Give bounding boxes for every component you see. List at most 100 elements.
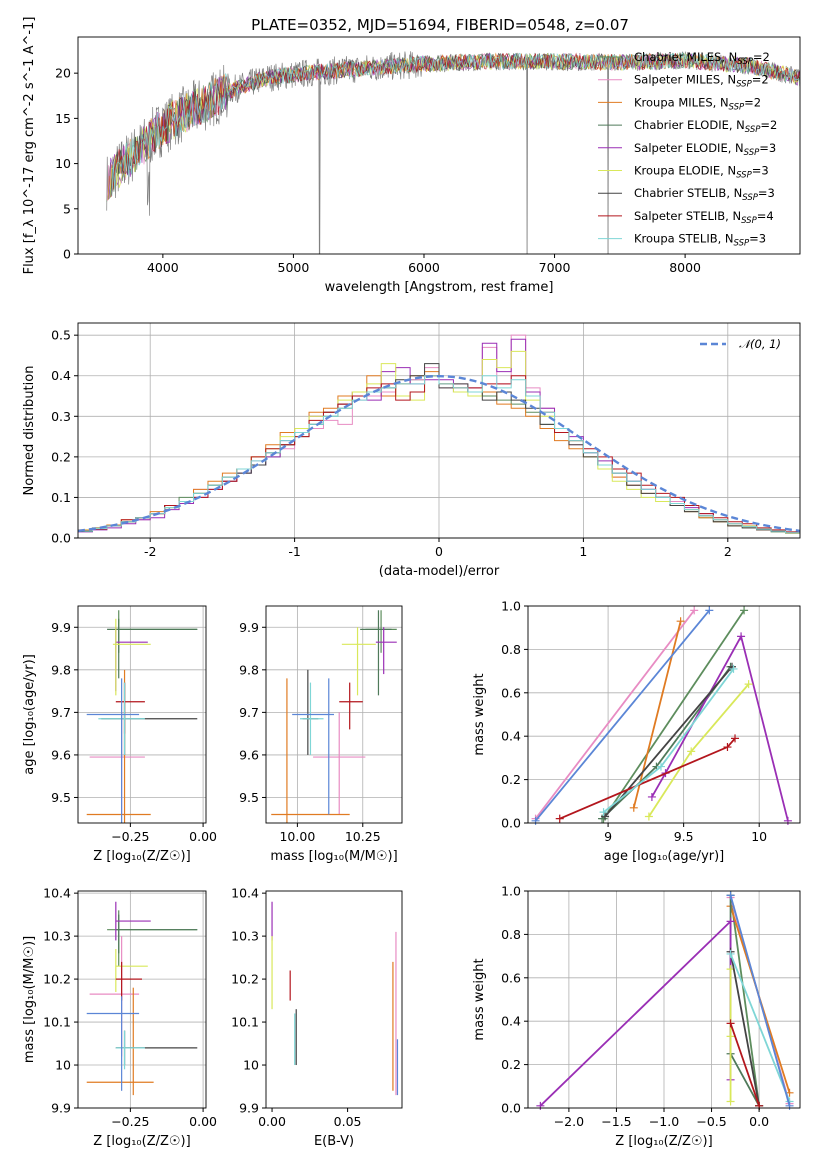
weight-marker <box>656 762 665 771</box>
x-tick-label: -2 <box>144 544 156 559</box>
weight-marker <box>676 617 685 626</box>
y-tick-label: 9.9 <box>239 620 259 635</box>
axes-frame <box>77 890 207 1109</box>
y-tick-label: 9.6 <box>51 747 71 762</box>
y-tick-label: 0.5 <box>51 328 71 343</box>
y-tick-label: 0.4 <box>501 1014 521 1029</box>
y-axis-label: mass weight <box>472 673 487 755</box>
y-tick-label: 9.9 <box>51 620 71 635</box>
y-tick-label: 0.0 <box>501 816 521 831</box>
y-tick-label: 5 <box>63 201 71 216</box>
y-tick-label: 15 <box>55 111 71 126</box>
weight-line <box>729 895 760 1106</box>
y-tick-label: 0.3 <box>51 409 71 424</box>
weight-marker <box>629 803 638 812</box>
weight-marker <box>740 606 749 615</box>
plot-area-mass_weight_vs_age <box>531 606 792 825</box>
y-tick-label: 0.4 <box>51 368 71 383</box>
y-tick-label: 10.4 <box>43 886 71 901</box>
figure-title: PLATE=0352, MJD=51694, FIBERID=0548, z=0… <box>251 16 629 34</box>
x-axis-label: mass [log₁₀(M/M☉)] <box>270 849 397 864</box>
weight-line <box>729 951 760 1106</box>
weight-marker <box>744 680 753 689</box>
legend-label: 𝒩(0, 1) <box>739 337 781 351</box>
histogram-step-line <box>78 375 800 534</box>
x-axis-label: Z [log₁₀(Z/Z☉)] <box>93 1134 190 1149</box>
weight-line <box>729 953 791 1102</box>
model-spectrum-line <box>111 52 801 196</box>
y-tick-label: 9.8 <box>239 662 259 677</box>
x-axis-label: Z [log₁₀(Z/Z☉)] <box>615 1134 712 1149</box>
weight-marker <box>723 743 732 752</box>
y-tick-label: 0.6 <box>501 970 521 985</box>
weight-line <box>648 683 750 817</box>
weight-marker <box>601 812 610 821</box>
x-tick-label: 8000 <box>669 260 701 275</box>
plot-area-mass_vs_ebv <box>271 901 399 1096</box>
y-tick-label: 1.0 <box>501 599 521 614</box>
weight-marker <box>687 747 696 756</box>
weight-marker <box>536 1101 545 1110</box>
y-axis-label: age [log₁₀(age/yr)] <box>22 654 37 775</box>
axes-frame <box>77 605 207 824</box>
y-tick-label: 9.8 <box>51 662 71 677</box>
weight-marker <box>647 792 656 801</box>
weight-line <box>604 666 733 818</box>
y-tick-label: 10.1 <box>231 1015 259 1030</box>
legend-label: Salpeter ELODIE, NSSP=3 <box>634 141 776 158</box>
x-tick-label: 6000 <box>408 260 440 275</box>
weight-line <box>729 895 791 1107</box>
normal-curve <box>77 374 801 533</box>
y-tick-label: 9.5 <box>239 790 259 805</box>
model-spectrum-line <box>109 53 800 199</box>
y-axis-label: mass weight <box>472 958 487 1040</box>
y-axis-label: Normed distribution <box>22 366 37 496</box>
x-tick-label: −0.5 <box>696 1114 726 1129</box>
weight-line <box>602 609 745 820</box>
x-tick-label: −0.25 <box>111 1114 149 1129</box>
y-tick-label: 9.6 <box>239 747 259 762</box>
x-tick-label: −1.0 <box>649 1114 679 1129</box>
x-tick-label: 2 <box>724 544 732 559</box>
y-tick-label: 9.9 <box>239 1101 259 1116</box>
plot-area-age_vs_Z <box>86 610 198 823</box>
y-tick-label: 10.4 <box>231 886 259 901</box>
x-tick-label: 5000 <box>278 260 310 275</box>
weight-marker <box>726 949 735 958</box>
weight-marker <box>555 814 564 823</box>
y-tick-label: 0.6 <box>501 685 521 700</box>
legend-label: Chabrier ELODIE, NSSP=2 <box>634 118 777 135</box>
axes-frame <box>265 890 403 1109</box>
x-axis-label: Z [log₁₀(Z/Z☉)] <box>93 849 190 864</box>
legend-label: Kroupa ELODIE, NSSP=3 <box>634 164 769 181</box>
y-tick-label: 0.2 <box>501 1057 521 1072</box>
y-tick-label: 9.7 <box>239 705 259 720</box>
x-tick-label: 0.0 <box>749 1114 769 1129</box>
x-tick-label: 9.5 <box>674 829 694 844</box>
y-tick-label: 10.3 <box>43 929 71 944</box>
weight-line <box>651 633 789 822</box>
x-tick-label: -1 <box>288 544 300 559</box>
x-axis-label: (data-model)/error <box>379 564 500 579</box>
legend-label: Kroupa MILES, NSSP=2 <box>634 95 761 112</box>
x-tick-label: 0 <box>435 544 443 559</box>
x-tick-label: 10.00 <box>279 829 315 844</box>
axes-frame <box>265 605 403 824</box>
y-tick-label: 10 <box>55 156 71 171</box>
y-tick-label: 0.8 <box>501 642 521 657</box>
plot-area-spectrum <box>106 51 801 255</box>
y-tick-label: 0.2 <box>51 449 71 464</box>
x-tick-label: −2.0 <box>554 1114 584 1129</box>
y-tick-label: 20 <box>55 66 71 81</box>
y-tick-label: 10.2 <box>231 972 259 987</box>
legend-label: Chabrier STELIB, NSSP=3 <box>634 186 775 203</box>
panel-age_vs_Z: −0.25 0.00 9.5 9.6 9.7 9.8 9.9 Z [log₁₀(Z/Z☉)] a… <box>22 605 217 864</box>
x-tick-label: 0.05 <box>334 1114 362 1129</box>
x-axis-label: E(B-V) <box>314 1134 354 1149</box>
x-axis-label: age [log₁₀(age/yr)] <box>604 849 725 864</box>
weight-marker <box>783 816 792 825</box>
x-tick-label: 4000 <box>147 260 179 275</box>
legend-label: Salpeter MILES, NSSP=2 <box>634 73 769 90</box>
weight-marker <box>726 891 735 900</box>
